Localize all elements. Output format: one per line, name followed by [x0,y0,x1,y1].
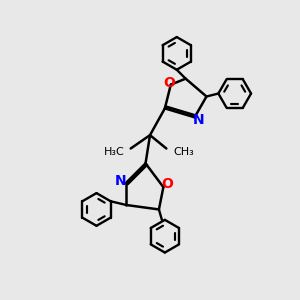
Text: CH₃: CH₃ [173,147,194,157]
Text: N: N [115,174,127,188]
Text: O: O [161,177,173,191]
Text: O: O [164,76,175,90]
Text: H₃C: H₃C [103,147,124,157]
Text: N: N [193,113,205,127]
